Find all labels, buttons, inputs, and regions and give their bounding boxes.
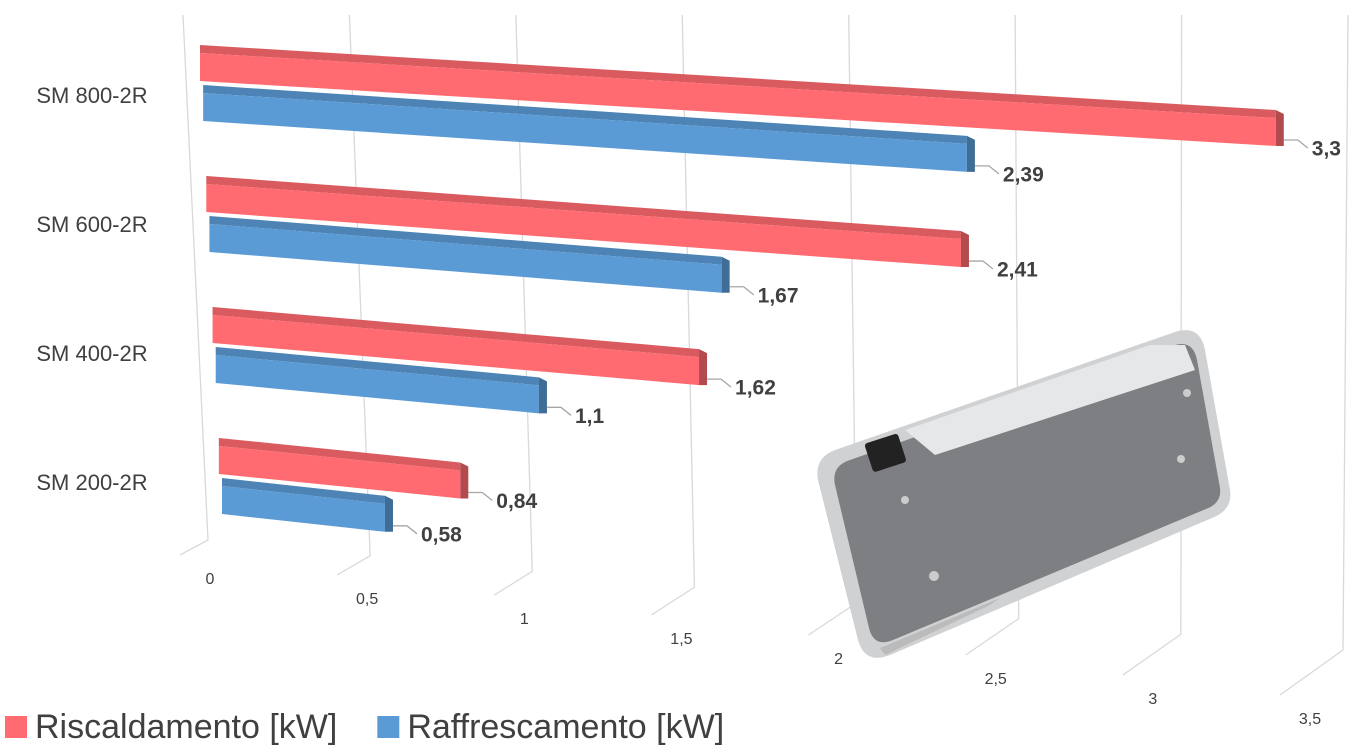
bar — [209, 224, 722, 293]
data-label: 0,58 — [421, 523, 462, 546]
leader-line — [468, 491, 493, 501]
bar — [203, 93, 967, 172]
y-tick-label: SM 800-2R — [36, 83, 147, 108]
bar — [212, 315, 700, 386]
leader-line — [968, 260, 994, 270]
data-label: 2,41 — [997, 259, 1038, 282]
leader-line — [974, 165, 1000, 175]
x-tick-label: 2 — [834, 651, 843, 668]
legend-swatch — [5, 716, 27, 738]
grid-line — [965, 14, 1020, 656]
bar-end — [538, 377, 547, 414]
legend-label: Raffrescamento [kW] — [407, 708, 724, 746]
grid-line — [1279, 14, 1349, 696]
x-tick-label: 1 — [520, 611, 529, 628]
y-tick-label: SM 200-2R — [36, 470, 147, 495]
data-label: 2,39 — [1003, 163, 1044, 186]
bar-end — [460, 462, 469, 499]
bar — [200, 53, 1276, 147]
bar — [206, 184, 961, 268]
bar-top — [215, 347, 539, 386]
x-tick-label: 2,5 — [985, 671, 1007, 688]
bar — [218, 446, 461, 499]
legend-swatch — [377, 716, 400, 738]
bar-top — [212, 307, 700, 358]
bar-end — [960, 231, 969, 268]
leader-line — [707, 378, 732, 388]
grid-line — [179, 14, 209, 556]
bar-end — [384, 495, 393, 532]
y-tick-label: SM 400-2R — [36, 341, 147, 366]
product-image — [817, 330, 1231, 658]
leader-line — [1283, 139, 1309, 149]
bar-top — [222, 478, 385, 504]
leader-line — [546, 406, 572, 416]
bar-top — [209, 216, 722, 265]
data-label: 1,62 — [735, 377, 776, 400]
legend-label: Riscaldamento [kW] — [35, 708, 337, 746]
data-label: 1,1 — [575, 405, 605, 428]
bar-end — [1275, 110, 1284, 147]
bar-top — [206, 176, 961, 240]
grid-line — [1122, 14, 1183, 676]
bar — [222, 486, 385, 532]
x-tick-label: 3 — [1148, 691, 1157, 708]
data-label: 3,3 — [1312, 138, 1341, 161]
y-tick-label: SM 600-2R — [36, 212, 147, 237]
x-tick-label: 3,5 — [1299, 711, 1321, 728]
data-label: 1,67 — [758, 284, 799, 307]
data-label: 0,84 — [496, 490, 537, 513]
bar-top — [203, 85, 967, 144]
bar-end — [699, 349, 708, 386]
bar-end — [721, 256, 730, 293]
leader-line — [392, 525, 418, 535]
bar — [215, 355, 539, 414]
x-tick-label: 0,5 — [356, 591, 378, 608]
grid-line — [651, 14, 696, 616]
x-tick-label: 0 — [206, 571, 215, 588]
leader-line — [729, 286, 755, 296]
x-tick-label: 1,5 — [670, 631, 692, 648]
bar-top — [200, 45, 1276, 119]
bar-end — [966, 135, 975, 172]
bar-top — [218, 438, 461, 471]
